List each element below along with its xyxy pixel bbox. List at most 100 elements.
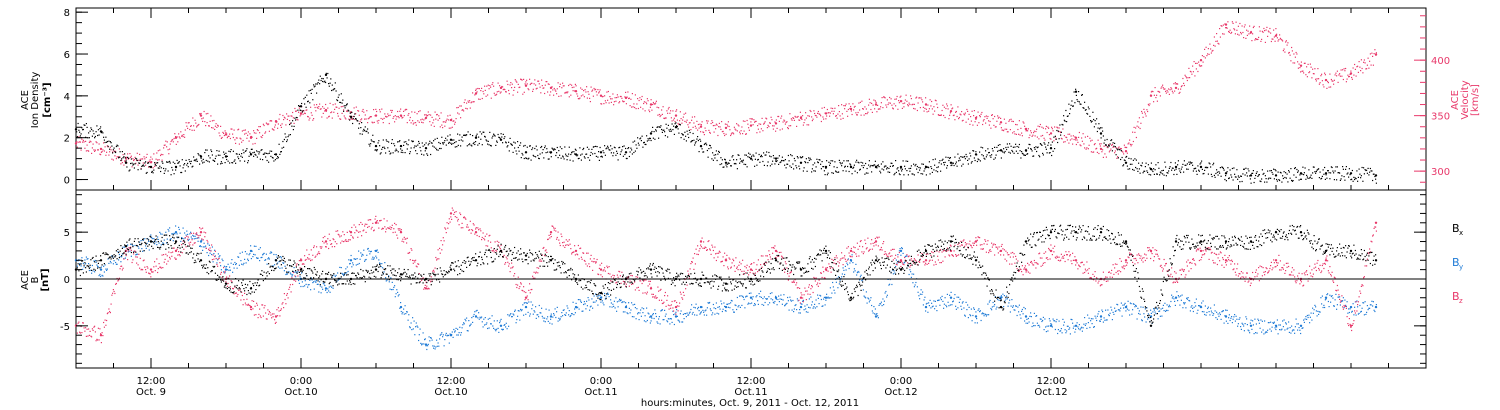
density-series-dot (261, 149, 263, 151)
density-series-dot (586, 153, 588, 155)
velocity-series-dot (508, 93, 510, 95)
density-series-dot (1318, 177, 1320, 179)
by-series-dot (244, 251, 246, 253)
density-series-dot (1219, 167, 1221, 169)
density-series-dot (1174, 162, 1176, 164)
density-series-dot (1015, 150, 1017, 152)
density-series-dot (867, 172, 869, 174)
velocity-series-point (1299, 64, 1303, 67)
velocity-series-dot (604, 95, 606, 97)
velocity-series-dot (1295, 51, 1297, 54)
velocity-series-dot (271, 128, 273, 130)
by-series-dot (568, 314, 570, 316)
density-series-dot (895, 171, 897, 173)
density-series-dot (598, 151, 600, 153)
density-series-dot (907, 174, 909, 176)
by-series-dot (673, 323, 675, 326)
velocity-series-dot (680, 118, 682, 120)
velocity-series-dot (658, 113, 660, 116)
velocity-series-dot (628, 97, 630, 99)
velocity-series-dot (329, 102, 331, 104)
velocity-series-dot (524, 83, 526, 85)
velocity-series-dot (285, 124, 287, 126)
by-series-dot (1032, 322, 1034, 324)
velocity-series-dot (895, 105, 897, 107)
density-series-dot (826, 174, 828, 176)
velocity-series-dot (427, 111, 429, 113)
velocity-series-dot (1105, 144, 1107, 147)
by-series-dot (357, 263, 359, 265)
density-series-dot (1087, 106, 1089, 108)
density-series-dot (186, 164, 188, 166)
density-series-dot (1157, 162, 1159, 164)
by-series-point (924, 305, 928, 309)
density-series-dot (424, 150, 426, 152)
velocity-series-dot (93, 149, 95, 151)
velocity-series-dot (84, 147, 86, 149)
by-series-dot (574, 312, 576, 314)
velocity-series-dot (1279, 34, 1281, 36)
by-series-dot (757, 303, 759, 305)
velocity-series-dot (457, 112, 459, 114)
density-series-dot (1093, 126, 1095, 128)
density-series-dot (517, 146, 519, 149)
velocity-series-dot (456, 107, 458, 109)
by-series-dot (740, 295, 742, 297)
density-series-dot (438, 141, 440, 144)
velocity-series-dot (1249, 25, 1251, 27)
by-series-dot (479, 316, 481, 318)
velocity-series-dot (1185, 76, 1187, 78)
density-series-dot (208, 161, 210, 163)
by-series-dot (349, 262, 351, 265)
velocity-series-dot (1087, 135, 1089, 137)
density-series-dot (1207, 166, 1209, 169)
velocity-series-dot (505, 91, 507, 93)
by-series-dot (820, 295, 822, 297)
velocity-series-dot (660, 114, 662, 116)
velocity-series-dot (282, 114, 284, 117)
by-series-dot (838, 283, 840, 285)
by-series-dot (353, 258, 355, 260)
velocity-series-dot (130, 156, 132, 158)
density-series-dot (442, 143, 444, 145)
density-series-dot (647, 138, 649, 140)
by-series-dot (318, 291, 320, 293)
density-series-dot (1064, 120, 1066, 122)
velocity-series-dot (1170, 87, 1172, 89)
velocity-series-dot (242, 139, 244, 142)
density-series-dot (655, 129, 657, 131)
velocity-series-dot (219, 135, 221, 137)
velocity-series-dot (781, 128, 783, 130)
velocity-series-dot (209, 120, 211, 122)
by-series-dot (565, 314, 567, 316)
by-series-dot (352, 262, 354, 264)
velocity-series-dot (342, 105, 344, 108)
by-series-dot (792, 299, 794, 302)
velocity-series-dot (283, 116, 285, 118)
velocity-series-dot (1009, 119, 1011, 121)
by-series-dot (704, 310, 706, 312)
density-series-dot (766, 151, 768, 153)
density-series-dot (1289, 177, 1291, 179)
by-series-dot (259, 260, 261, 262)
density-series-dot (615, 154, 617, 156)
by-series-dot (690, 308, 692, 311)
by-series-dot (997, 298, 999, 301)
density-series-dot (93, 133, 95, 135)
by-series-dot (508, 325, 510, 327)
density-series-dot (1158, 167, 1160, 169)
by-series-dot (480, 317, 482, 319)
velocity-series-dot (701, 121, 703, 123)
density-series-dot (211, 150, 213, 153)
density-series-dot (462, 140, 464, 142)
velocity-series-dot (484, 89, 486, 91)
by-series-dot (412, 328, 414, 330)
density-series-dot (144, 162, 146, 164)
density-series-dot (213, 160, 215, 162)
density-series-dot (1117, 149, 1119, 151)
density-series-dot (223, 151, 225, 153)
by-series-dot (472, 315, 474, 317)
by-series-dot (584, 303, 586, 305)
density-series-dot (96, 125, 98, 127)
velocity-series-dot (430, 124, 432, 126)
